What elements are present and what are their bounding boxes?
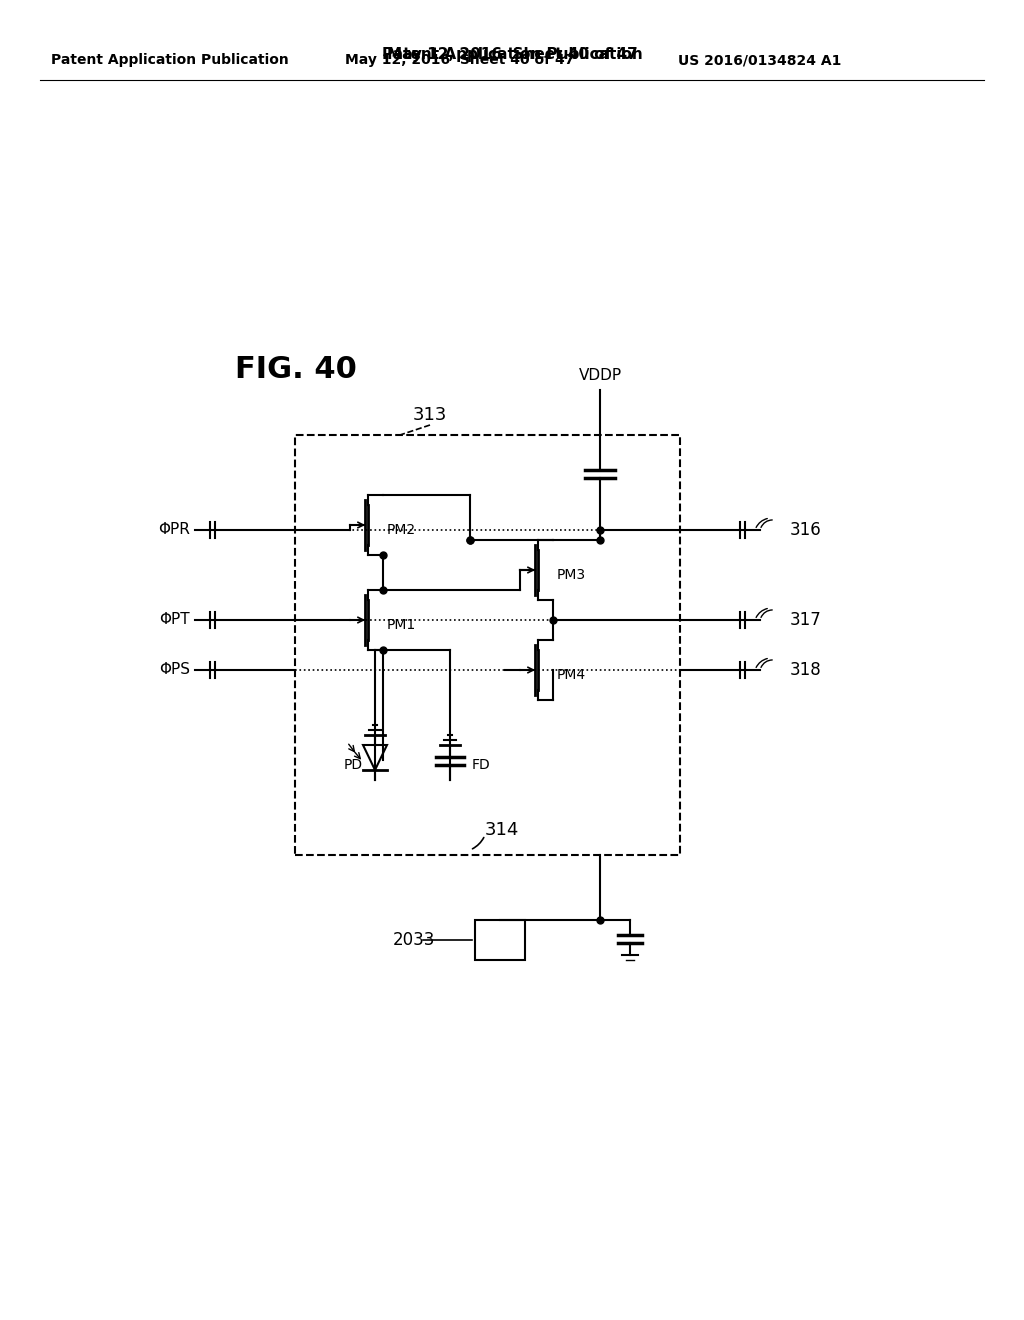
Text: FIG. 40: FIG. 40 — [234, 355, 357, 384]
Text: May 12, 2016  Sheet 40 of 47: May 12, 2016 Sheet 40 of 47 — [345, 53, 574, 67]
Text: 313: 313 — [413, 407, 447, 424]
Text: PD: PD — [343, 758, 362, 772]
Text: Patent Application Publication: Patent Application Publication — [51, 53, 289, 67]
Text: ΦPT: ΦPT — [160, 612, 190, 627]
Text: FD: FD — [472, 758, 490, 772]
Text: Patent Application Publication: Patent Application Publication — [382, 48, 642, 62]
Text: ΦPS: ΦPS — [159, 663, 190, 677]
Text: ΦPR: ΦPR — [158, 523, 190, 537]
Text: 317: 317 — [790, 611, 821, 630]
Text: VDDP: VDDP — [579, 367, 622, 383]
Text: PM1: PM1 — [387, 618, 416, 632]
Text: US 2016/0134824 A1: US 2016/0134824 A1 — [678, 53, 842, 67]
Text: PM3: PM3 — [557, 568, 586, 582]
Text: PM2: PM2 — [387, 523, 416, 537]
Text: 318: 318 — [790, 661, 821, 678]
Text: 2033: 2033 — [392, 931, 435, 949]
Text: 314: 314 — [485, 821, 519, 840]
Text: 316: 316 — [790, 521, 821, 539]
Text: May 12, 2016  Sheet 40 of 47: May 12, 2016 Sheet 40 of 47 — [387, 48, 637, 62]
Text: PM4: PM4 — [557, 668, 586, 682]
Bar — [295, 436, 680, 855]
Bar — [475, 920, 525, 960]
